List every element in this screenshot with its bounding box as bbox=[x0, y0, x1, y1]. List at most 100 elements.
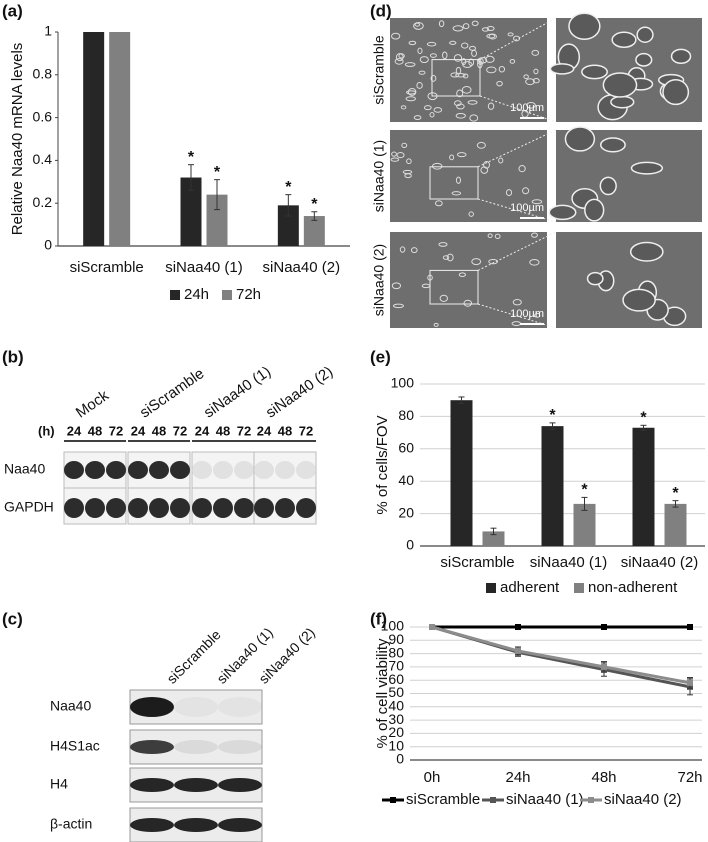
panel-label: (f) bbox=[370, 609, 387, 628]
cell-zoom bbox=[564, 126, 596, 152]
blot-band bbox=[64, 461, 84, 479]
cell bbox=[483, 160, 490, 169]
significance-mark: * bbox=[311, 196, 318, 213]
y-tick-label: 80 bbox=[398, 407, 414, 423]
scale-bar-label: 100µm bbox=[510, 102, 544, 114]
blot-band bbox=[64, 498, 84, 518]
cell bbox=[418, 70, 426, 75]
bar bbox=[541, 426, 564, 546]
significance-mark: * bbox=[214, 164, 221, 181]
y-tick-label: 70 bbox=[388, 658, 404, 674]
cell bbox=[487, 102, 495, 110]
cell bbox=[404, 62, 416, 67]
scale-bar-label: 100µm bbox=[510, 202, 544, 214]
cell bbox=[450, 72, 460, 78]
y-tick-label: 30 bbox=[388, 711, 404, 727]
cell bbox=[463, 299, 473, 307]
cell bbox=[507, 32, 514, 37]
cell bbox=[480, 166, 489, 174]
y-tick-label: 80 bbox=[388, 644, 404, 660]
zoom-line bbox=[479, 17, 557, 61]
y-tick-label: 0.4 bbox=[33, 151, 53, 167]
blot-band bbox=[128, 498, 148, 518]
panel-label: (d) bbox=[370, 1, 392, 20]
cell bbox=[481, 27, 490, 32]
y-tick-label: 60 bbox=[398, 440, 414, 456]
significance-mark: * bbox=[581, 482, 588, 499]
cell bbox=[449, 154, 455, 161]
cell bbox=[406, 158, 412, 165]
time-label: 48 bbox=[278, 423, 292, 438]
cell bbox=[487, 233, 493, 239]
point-marker bbox=[515, 647, 521, 654]
cell bbox=[456, 152, 467, 158]
cell bbox=[525, 78, 535, 86]
cell bbox=[442, 51, 448, 60]
y-axis-label: Relative Naa40 mRNA levels bbox=[9, 43, 26, 236]
legend-label: siScramble bbox=[406, 791, 480, 808]
blot-band bbox=[130, 778, 174, 792]
bar bbox=[109, 32, 131, 246]
point-marker bbox=[515, 624, 521, 630]
y-axis-label: % of cell viability bbox=[374, 638, 391, 749]
cell bbox=[432, 162, 443, 170]
blot-band bbox=[213, 498, 233, 518]
cell bbox=[496, 80, 503, 87]
zoom-line bbox=[477, 231, 557, 271]
blot-band bbox=[218, 697, 262, 717]
cell bbox=[390, 157, 400, 162]
cell bbox=[456, 103, 465, 110]
bar bbox=[632, 427, 655, 546]
cell bbox=[452, 25, 464, 32]
cell bbox=[438, 20, 445, 28]
cell bbox=[494, 233, 501, 239]
blot-band bbox=[130, 818, 174, 832]
cell bbox=[433, 322, 439, 327]
cell bbox=[498, 65, 506, 73]
micrograph bbox=[390, 130, 547, 222]
row-label: siScramble bbox=[371, 35, 387, 104]
point-marker bbox=[687, 624, 693, 630]
cell bbox=[434, 200, 443, 207]
series-line bbox=[431, 625, 691, 685]
time-label: 72 bbox=[299, 423, 313, 438]
legend-swatch bbox=[486, 583, 496, 593]
cell bbox=[442, 255, 450, 260]
significance-mark: * bbox=[285, 179, 292, 196]
cell bbox=[462, 73, 469, 79]
y-tick-label: 0.6 bbox=[33, 108, 53, 124]
cell bbox=[486, 26, 495, 31]
cell bbox=[467, 100, 478, 105]
cell-zoom bbox=[670, 48, 692, 65]
cell bbox=[423, 105, 432, 111]
y-tick-label: 90 bbox=[388, 631, 404, 647]
cell bbox=[393, 303, 404, 309]
cell bbox=[449, 40, 457, 45]
panel-label: (c) bbox=[2, 609, 23, 628]
cell-zoom bbox=[548, 204, 577, 221]
lane-label: Mock bbox=[73, 387, 113, 422]
hours-label: (h) bbox=[38, 423, 55, 438]
time-label: 24 bbox=[257, 423, 272, 438]
time-label: 72 bbox=[173, 423, 187, 438]
row-label: H4S1ac bbox=[50, 738, 100, 754]
y-tick-label: 0 bbox=[44, 237, 52, 253]
zoom-box bbox=[429, 269, 479, 305]
cell-zoom bbox=[630, 161, 664, 175]
cell bbox=[469, 114, 479, 122]
cell bbox=[531, 199, 543, 205]
cell bbox=[533, 68, 539, 75]
legend-swatch bbox=[588, 797, 594, 803]
cell bbox=[400, 105, 407, 110]
cell bbox=[396, 152, 405, 159]
cell bbox=[509, 58, 516, 64]
time-label: 24 bbox=[67, 423, 82, 438]
cell bbox=[414, 22, 421, 27]
row-label: Naa40 bbox=[50, 698, 91, 714]
x-tick-label: 24h bbox=[505, 769, 530, 786]
significance-mark: * bbox=[549, 407, 556, 424]
cell bbox=[485, 55, 495, 63]
x-tick-label: siNaa40 (2) bbox=[263, 259, 341, 276]
cell bbox=[391, 282, 402, 290]
cell bbox=[413, 115, 422, 121]
